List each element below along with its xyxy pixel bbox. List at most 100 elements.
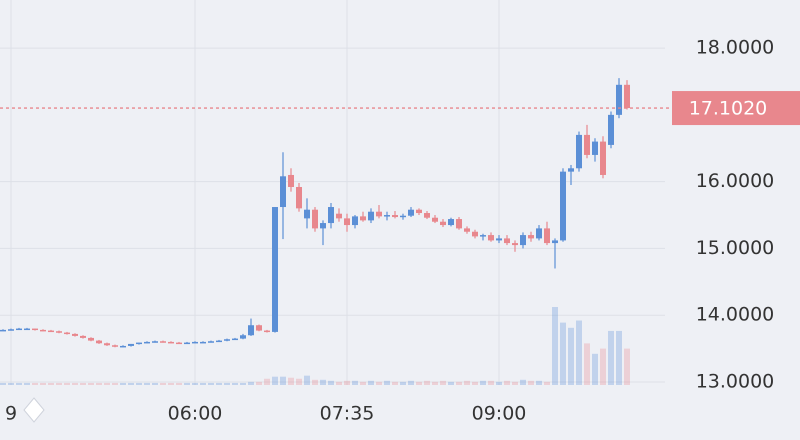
volume-bar [472, 381, 478, 385]
volume-bar [424, 380, 430, 385]
candle-body [416, 209, 422, 214]
volume-bar [272, 376, 278, 385]
candle-body [368, 211, 374, 221]
volume-bar [200, 382, 206, 385]
volume-bar [448, 381, 454, 385]
volume-bar [232, 382, 238, 385]
volume-bar [56, 382, 62, 385]
y-tick-label: 14.0000 [696, 304, 775, 326]
candle-body [144, 341, 150, 344]
logo [23, 397, 45, 423]
candle-body [296, 186, 302, 209]
candle-body [8, 329, 14, 331]
candle-body [256, 325, 262, 331]
candle-body [16, 328, 22, 331]
candle-body [584, 134, 590, 155]
volume-bar [408, 380, 414, 385]
volume-bar [256, 381, 262, 385]
last-price-box [672, 91, 800, 126]
candle-body [328, 207, 334, 224]
volume-bar [576, 320, 582, 385]
volume-bar [296, 378, 302, 385]
volume-bar [8, 382, 14, 385]
candle-body [576, 134, 582, 169]
volume-bar [240, 382, 246, 385]
volume-bar [208, 382, 214, 385]
volume-bar [24, 382, 30, 385]
candle-body [336, 213, 342, 219]
volume-bar [352, 380, 358, 385]
candle-body [88, 337, 94, 341]
candle-body [304, 209, 310, 219]
volume-bar [320, 379, 326, 385]
candle-body [400, 215, 406, 218]
volume-bar [360, 381, 366, 385]
volume-bar [40, 382, 46, 385]
volume-bar [224, 382, 230, 385]
candle-body [496, 238, 502, 241]
candle-body [64, 332, 70, 335]
volume-bar [416, 381, 422, 385]
candle-body [320, 223, 326, 229]
volume-bar [248, 381, 254, 385]
volume-bar [440, 380, 446, 385]
candle-body [112, 345, 118, 347]
candle-body [376, 211, 382, 217]
candle-body [504, 238, 510, 244]
candle-body [160, 341, 166, 343]
volume-bar [152, 382, 158, 385]
candle-body [568, 168, 574, 172]
candle-body [448, 219, 454, 226]
volume-bar [176, 382, 182, 385]
candle-body [72, 333, 78, 336]
logo-mark [23, 397, 45, 423]
candle-body [128, 343, 134, 346]
candle-body [536, 228, 542, 239]
volume-bar [600, 348, 606, 385]
volume-bar [520, 379, 526, 385]
candle-body [176, 342, 182, 345]
volume-bar [384, 380, 390, 385]
candle-body [96, 340, 102, 344]
candle-body [32, 328, 38, 331]
volume-bar [432, 381, 438, 385]
candle-body [624, 84, 630, 109]
candle-body [200, 341, 206, 344]
volume-bar [192, 382, 198, 385]
volume-bar [120, 382, 126, 385]
candle-body [552, 240, 558, 244]
volume-bar [496, 381, 502, 385]
candle-body [360, 216, 366, 221]
y-tick-label: 15.0000 [696, 237, 775, 259]
candle-body [224, 339, 230, 341]
volume-bar [464, 380, 470, 385]
candle-body [120, 345, 126, 348]
candle-body [440, 221, 446, 226]
volume-bar [392, 381, 398, 385]
volume-bar [400, 381, 406, 385]
candle-body [384, 215, 390, 217]
volume-bar [32, 382, 38, 385]
volume-bar [184, 382, 190, 385]
volume-bar [624, 348, 630, 385]
volume-bar [104, 382, 110, 385]
candle-body [312, 209, 318, 229]
candle-body [352, 216, 358, 226]
volume-bar [144, 382, 150, 385]
volume-bar [96, 382, 102, 385]
volume-bar [168, 382, 174, 385]
volume-bar [480, 380, 486, 385]
volume-bar [328, 380, 334, 385]
candle-body [104, 343, 110, 346]
volume-bar [136, 382, 142, 385]
volume-bar [48, 382, 54, 385]
volume-bar [584, 343, 590, 385]
volume-bar [280, 376, 286, 385]
candle-body [592, 141, 598, 155]
candle-body [600, 141, 606, 175]
candle-body [344, 218, 350, 226]
candle-body [192, 341, 198, 344]
x-tick-label: 06:00 [168, 403, 223, 425]
volume-bar [216, 382, 222, 385]
volume-bar [592, 353, 598, 385]
